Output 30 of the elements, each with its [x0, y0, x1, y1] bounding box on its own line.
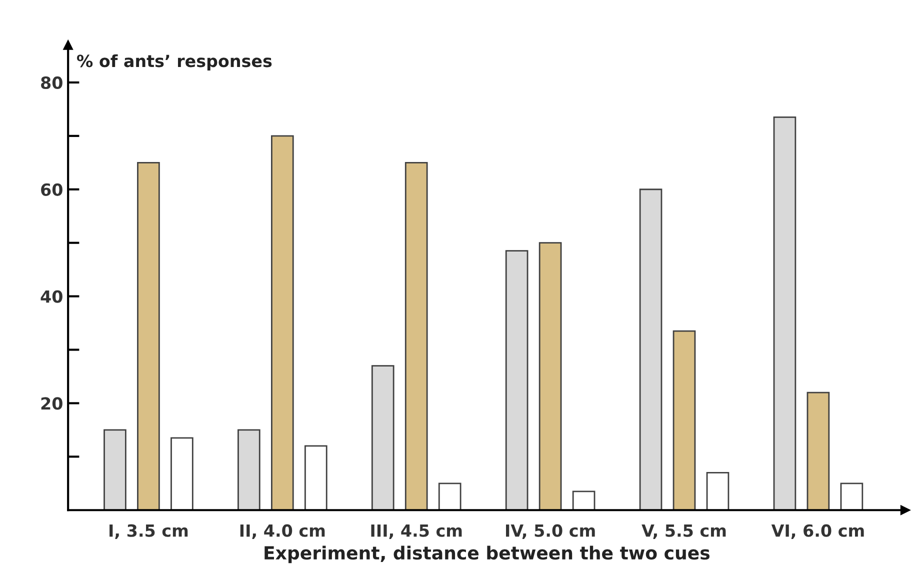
bar — [238, 429, 260, 510]
bar — [672, 330, 696, 510]
x-axis-title: Experiment, distance between the two cues — [264, 546, 710, 564]
bar — [170, 437, 194, 510]
x-tick-label: III, 4.5 cm — [371, 524, 462, 540]
bar — [270, 135, 294, 510]
x-tick-label: I, 3.5 cm — [110, 524, 188, 540]
x-tick-label: II, 4.0 cm — [240, 524, 325, 540]
bar — [806, 392, 830, 510]
y-axis-title: % of ants’ responses — [76, 54, 272, 70]
bar — [371, 365, 394, 510]
y-tick-label: 80 — [41, 76, 62, 90]
bar — [438, 482, 462, 510]
x-tick-label: V, 5.5 cm — [642, 524, 726, 540]
bar — [572, 490, 596, 510]
bar — [304, 445, 328, 510]
y-tick-label: 20 — [41, 397, 62, 410]
bar — [104, 429, 126, 510]
bar — [404, 162, 428, 510]
x-tick-label: IV, 5.0 cm — [506, 524, 595, 540]
bar — [706, 472, 730, 510]
bar — [773, 116, 796, 510]
y-tick-label: 40 — [40, 290, 62, 303]
bar — [840, 482, 864, 510]
y-tick-label: 60 — [41, 183, 62, 196]
bar — [505, 250, 528, 510]
bar — [538, 242, 562, 510]
bar — [137, 162, 160, 510]
bar — [639, 188, 662, 510]
x-tick-label: VI, 6.0 cm — [771, 524, 864, 540]
